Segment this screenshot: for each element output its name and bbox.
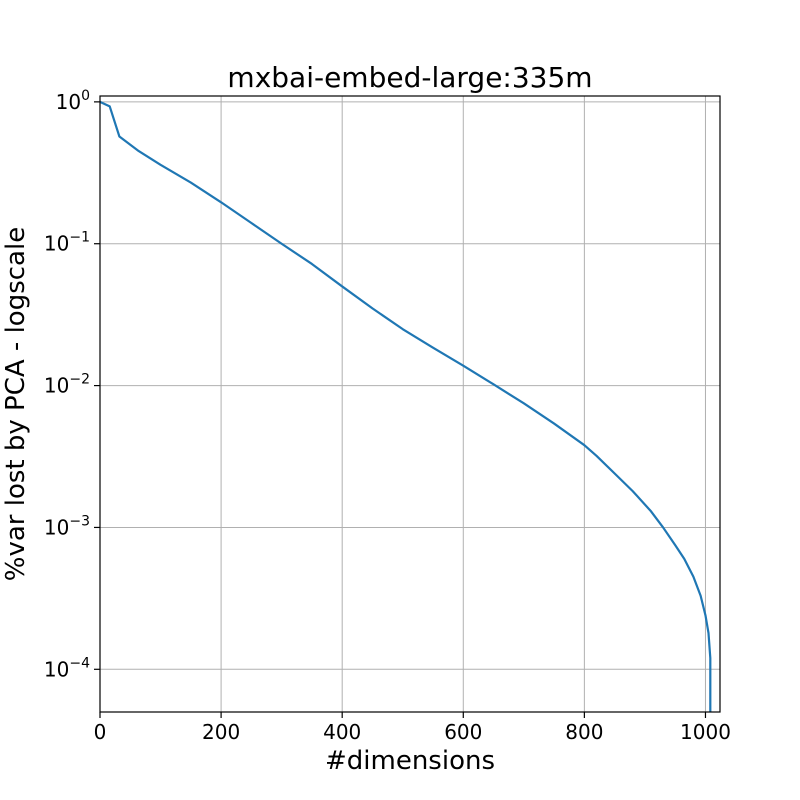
y-tick-labels: 100 10−1 10−2 10−3 10−4 bbox=[44, 88, 90, 681]
y-tick-label: 10−3 bbox=[44, 513, 90, 539]
tick-marks bbox=[94, 101, 707, 718]
x-tick-label: 400 bbox=[323, 720, 361, 744]
plot-frame bbox=[99, 95, 721, 713]
series-line bbox=[99, 100, 712, 712]
chart-title: mxbai-embed-large:335m bbox=[227, 61, 592, 94]
x-tick-label: 600 bbox=[444, 720, 482, 744]
x-axis-title: #dimensions bbox=[325, 746, 495, 776]
x-tick-label: 800 bbox=[565, 720, 603, 744]
grid bbox=[99, 96, 720, 712]
x-tick-label: 1000 bbox=[680, 720, 731, 744]
x-tick-label: 0 bbox=[94, 720, 107, 744]
y-axis-title: %var lost by PCA - logscale bbox=[1, 227, 31, 581]
x-tick-label: 200 bbox=[202, 720, 240, 744]
y-tick-label: 10−1 bbox=[44, 230, 90, 256]
y-tick-label: 10−2 bbox=[44, 372, 90, 398]
x-tick-labels: 0 200 400 600 800 1000 bbox=[94, 720, 731, 744]
y-tick-label: 10−4 bbox=[44, 655, 90, 681]
series-layer bbox=[99, 100, 712, 712]
y-tick-label: 100 bbox=[56, 88, 90, 114]
